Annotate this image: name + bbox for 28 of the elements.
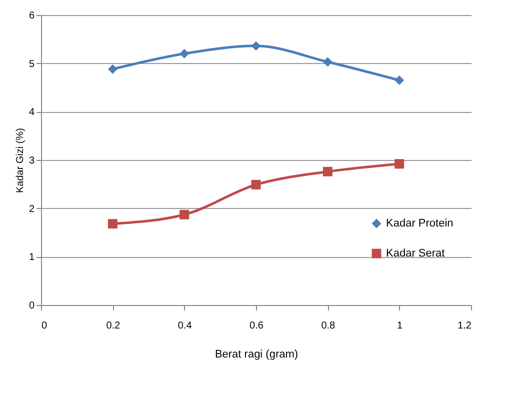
y-tick-label: 4 xyxy=(28,107,35,118)
y-tick-label: 2 xyxy=(28,204,35,215)
x-tick-label: 0.4 xyxy=(178,320,192,332)
y-tick-label: 5 xyxy=(28,58,35,70)
point xyxy=(180,210,190,220)
x-tick-label: 1.2 xyxy=(458,320,472,332)
legend-label: Kadar Protein xyxy=(386,218,454,230)
point xyxy=(108,64,118,74)
x-tick-label: 0 xyxy=(42,320,48,332)
y-tick-label: 1 xyxy=(28,252,35,264)
x-tick-label: 0.8 xyxy=(321,320,336,332)
y-tick-label: 3 xyxy=(28,156,35,166)
x-tick-label: 1 xyxy=(397,320,404,332)
point xyxy=(322,166,332,176)
point xyxy=(251,180,261,190)
y-axis-title: Kadar Gizi (%) xyxy=(14,128,26,194)
point xyxy=(322,57,332,67)
point xyxy=(394,76,404,85)
y-tick-label: 6 xyxy=(28,10,35,22)
point xyxy=(251,41,261,51)
x-tick-label: 0.6 xyxy=(250,320,264,332)
legend-label: Kadar Serat xyxy=(386,248,445,260)
point xyxy=(394,159,404,169)
point xyxy=(180,48,190,58)
point xyxy=(108,219,118,229)
y-tick-label: 0 xyxy=(28,300,35,312)
x-axis-title: Berat ragi (gram) xyxy=(214,348,298,360)
x-tick-label: 0.2 xyxy=(106,320,121,332)
